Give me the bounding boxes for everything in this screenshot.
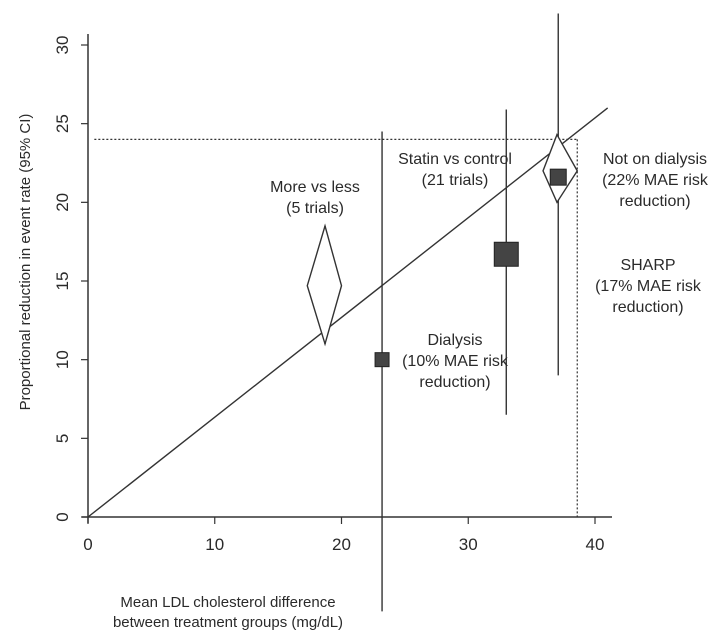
annotation-label: (22% MAE risk	[602, 172, 709, 189]
square-marker	[374, 352, 390, 368]
regression-line	[87, 107, 609, 518]
data-markers	[306, 133, 579, 368]
x-axis-title-line-2: between treatment groups (mg/dL)	[113, 614, 343, 631]
annotation-label: (17% MAE risk	[595, 278, 702, 295]
x-axis-title-line-1: Mean LDL cholesterol difference	[120, 594, 335, 611]
annotation-label: (10% MAE risk	[402, 353, 509, 370]
x-tick-label: 20	[332, 535, 351, 554]
y-tick-label: 0	[53, 512, 72, 521]
annotation-label: (5 trials)	[286, 200, 344, 217]
tick-labels: 0 10 20 30 40 0 5 10 15 20 25 30	[53, 36, 605, 554]
y-tick-label: 15	[53, 272, 72, 291]
y-axis-title: Proportional reduction in event rate (95…	[17, 114, 34, 411]
x-tick-label: 30	[459, 535, 478, 554]
annotation-label: reduction)	[612, 299, 683, 316]
annotation-label: Not on dialysis	[603, 151, 707, 168]
y-tick-label: 5	[53, 434, 72, 443]
x-tick-label: 0	[83, 535, 92, 554]
annotation-label: (21 trials)	[422, 172, 489, 189]
square-marker	[493, 241, 519, 267]
x-tick-label: 40	[586, 535, 605, 554]
reference-lines	[94, 138, 578, 517]
square-marker	[549, 168, 567, 186]
annotation-label: SHARP	[620, 257, 675, 274]
y-tick-label: 10	[53, 350, 72, 369]
diamond-marker	[542, 133, 579, 204]
annotation-label: Statin vs control	[398, 151, 512, 168]
y-tick-label: 20	[53, 193, 72, 212]
annotation-label: reduction)	[419, 374, 490, 391]
y-tick-label: 30	[53, 36, 72, 55]
axes	[82, 34, 612, 523]
y-tick-label: 25	[53, 114, 72, 133]
regression-line-group	[87, 107, 609, 518]
confidence-intervals	[324, 13, 559, 612]
diamond-marker	[306, 223, 343, 347]
annotation-label: More vs less	[270, 179, 360, 196]
annotations: More vs less (5 trials) Statin vs control (…	[270, 151, 709, 391]
annotation-label: Dialysis	[427, 332, 482, 349]
x-tick-label: 10	[205, 535, 224, 554]
annotation-label: reduction)	[619, 193, 690, 210]
